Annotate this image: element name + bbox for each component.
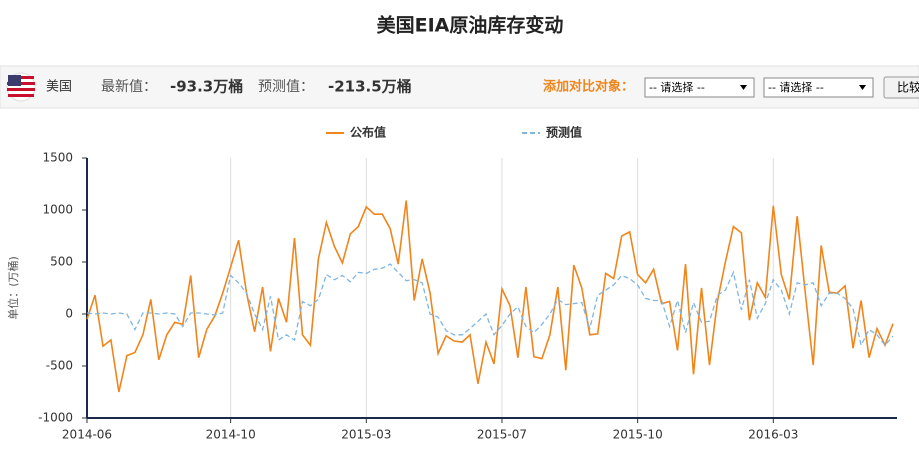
forecast-value: -213.5万桶 — [328, 78, 412, 96]
title: 美国EIA原油库存变动 — [377, 14, 564, 37]
select[interactable]: -- 请选择 -- — [644, 77, 755, 98]
select-text: -- 请选择 -- — [649, 80, 705, 94]
flag — [6, 72, 36, 102]
y-tick-label: 500 — [50, 255, 73, 269]
latest-label: 最新值： — [101, 79, 157, 95]
legend-label: 公布值 — [350, 125, 386, 140]
legend-label: 预测值 — [546, 125, 582, 140]
x-tick-label: 2014-06 — [62, 428, 112, 442]
select[interactable]: -- 请选择 -- — [763, 77, 874, 98]
y-axis-label: 单位：(万桶) — [6, 256, 20, 320]
compare-button[interactable]: 比较 — [883, 76, 919, 99]
x-tick-label: 2016-03 — [748, 428, 798, 442]
y-tick-label: -500 — [46, 359, 73, 373]
x-tick-label: 2014-10 — [206, 428, 256, 442]
y-tick-label: 1500 — [42, 151, 73, 165]
y-tick-label: -1000 — [38, 411, 73, 425]
latest-value: -93.3万桶 — [170, 78, 243, 96]
x-tick-label: 2015-03 — [341, 428, 391, 442]
series-line — [86, 263, 894, 348]
button-text: 比较 — [897, 80, 919, 95]
region: 美国 — [46, 80, 72, 95]
forecast-label: 预测值： — [258, 79, 314, 95]
x-tick-label: 2015-07 — [477, 428, 527, 442]
series-line — [86, 200, 894, 393]
compare-label: 添加对比对象： — [543, 79, 634, 95]
select-text: -- 请选择 -- — [768, 80, 824, 94]
y-tick-label: 0 — [65, 307, 73, 321]
x-tick-label: 2015-10 — [613, 428, 663, 442]
y-tick-label: 1000 — [42, 203, 73, 217]
